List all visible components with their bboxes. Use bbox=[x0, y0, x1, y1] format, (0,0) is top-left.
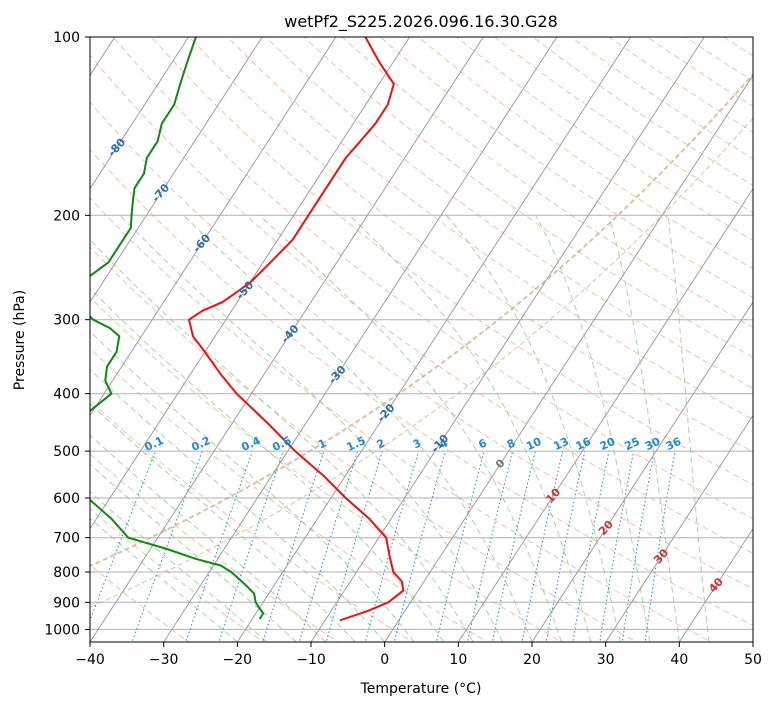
isotherm-line bbox=[236, 37, 632, 642]
isotherm-line bbox=[678, 527, 753, 642]
x-tick-label: 0 bbox=[380, 652, 389, 668]
mixing-ratio-line bbox=[521, 450, 564, 642]
mixing-ratio-line bbox=[262, 450, 325, 642]
moist-adiabat bbox=[535, 215, 651, 642]
isotherm-line bbox=[531, 301, 753, 642]
mixing-ratio-line bbox=[218, 450, 284, 642]
x-tick-label: −10 bbox=[296, 652, 326, 668]
mixing-ratio-label: 16 bbox=[574, 435, 594, 453]
dry-adiabat bbox=[188, 37, 753, 453]
y-axis: 100 200 300 400 500 600 700 800 900 1000 bbox=[44, 30, 90, 638]
y-tick-label: 400 bbox=[53, 387, 80, 403]
isotherm-line bbox=[457, 187, 753, 642]
x-tick-label: 20 bbox=[523, 652, 541, 668]
pressure-gridlines bbox=[90, 37, 753, 630]
dry-adiabat bbox=[90, 54, 753, 554]
mixing-ratio-label: 10 bbox=[524, 435, 544, 453]
y-tick-label: 300 bbox=[53, 313, 80, 329]
x-tick-label: 10 bbox=[449, 652, 467, 668]
temperature-profile bbox=[188, 37, 405, 622]
mixing-ratio-label: 36 bbox=[664, 435, 684, 453]
mixing-ratio-label: 30 bbox=[643, 435, 663, 453]
moist-adiabat bbox=[349, 214, 592, 642]
mixing-ratio-label: 20 bbox=[598, 435, 618, 453]
dry-adiabat bbox=[90, 399, 414, 642]
mixing-ratio-line bbox=[185, 450, 253, 642]
isotherm-line bbox=[90, 37, 190, 190]
isotherms bbox=[90, 37, 753, 642]
x-tick-label: −40 bbox=[75, 652, 105, 668]
y-tick-label: 500 bbox=[53, 444, 80, 460]
isotherm-line bbox=[90, 37, 411, 530]
mixing-ratio-line bbox=[393, 450, 446, 642]
moist-adiabat bbox=[90, 434, 327, 642]
chart-title: wetPf2_S225.2026.096.16.30.G28 bbox=[284, 12, 558, 32]
moist-adiabat bbox=[183, 214, 533, 642]
dewpoint-profile bbox=[90, 37, 265, 620]
moist-adiabats bbox=[90, 214, 710, 642]
dry-adiabat bbox=[112, 37, 753, 520]
x-tick-label: 30 bbox=[597, 652, 615, 668]
mixing-ratio-line bbox=[435, 450, 485, 642]
y-tick-label: 800 bbox=[53, 565, 80, 581]
moist-adiabat bbox=[90, 368, 386, 642]
mixing-ratio-line bbox=[90, 450, 157, 622]
mixing-ratio-line bbox=[325, 450, 383, 642]
x-axis: −40 −30 −20 −10 0 10 20 30 40 50 bbox=[75, 642, 762, 668]
isotherm-line bbox=[90, 37, 263, 303]
mixing-ratio-label: 13 bbox=[552, 435, 571, 453]
x-tick-label: −20 bbox=[223, 652, 253, 668]
y-tick-label: 600 bbox=[53, 491, 80, 507]
x-tick-label: 50 bbox=[744, 652, 762, 668]
moist-adiabat bbox=[259, 214, 562, 642]
isotherm-line bbox=[384, 74, 753, 642]
isotherm-line bbox=[163, 37, 558, 642]
mixing-ratio-line bbox=[364, 450, 420, 642]
dry-adiabat bbox=[379, 37, 753, 299]
moist-adiabat bbox=[90, 330, 415, 642]
dry-adiabat bbox=[341, 37, 753, 328]
x-axis-title: Temperature (°C) bbox=[360, 681, 482, 697]
mixing-ratio-line bbox=[298, 450, 359, 642]
isotherm-line bbox=[605, 414, 753, 642]
plot-area: 0.10.20.40.611.52346810131620253036-100-… bbox=[90, 37, 753, 642]
dry-adiabat bbox=[90, 197, 713, 642]
y-tick-label: 900 bbox=[53, 595, 80, 611]
dry-adiabat bbox=[90, 507, 265, 642]
mixing-ratio-label: 25 bbox=[623, 435, 642, 453]
moist-adiabat bbox=[90, 239, 474, 642]
mixing-ratio-line bbox=[572, 451, 610, 642]
mixing-ratio-lines bbox=[90, 450, 676, 642]
x-tick-label: −30 bbox=[149, 652, 179, 668]
moist-adiabat bbox=[667, 215, 710, 642]
moist-adiabat bbox=[608, 215, 680, 642]
y-tick-label: 200 bbox=[53, 208, 80, 224]
dry-adiabat bbox=[90, 347, 489, 642]
moist-adiabat bbox=[446, 214, 621, 642]
y-tick-label: 1000 bbox=[44, 622, 80, 638]
moist-adiabat bbox=[90, 463, 297, 642]
y-axis-title: Pressure (hPa) bbox=[12, 290, 28, 390]
moist-adiabat bbox=[90, 287, 445, 642]
moist-adiabat bbox=[119, 214, 503, 642]
moist-adiabat bbox=[90, 402, 356, 642]
dry-adiabat bbox=[265, 37, 753, 389]
isotherm-line bbox=[90, 37, 337, 417]
mixing-ratio-line bbox=[545, 450, 586, 642]
dry-adiabat bbox=[227, 37, 753, 421]
isotherm-line bbox=[310, 37, 705, 642]
y-tick-label: 700 bbox=[53, 531, 80, 547]
dry-adiabat bbox=[90, 246, 639, 642]
plot-frame bbox=[89, 36, 754, 643]
mixing-ratio-line bbox=[491, 450, 536, 642]
tan-reference-line bbox=[90, 117, 753, 608]
y-tick-label: 100 bbox=[53, 30, 80, 46]
mixing-ratio-line bbox=[131, 450, 203, 642]
dry-adiabat bbox=[303, 37, 753, 358]
isotherm-line bbox=[90, 37, 484, 642]
sounding-series bbox=[90, 37, 405, 622]
x-tick-label: 40 bbox=[670, 652, 688, 668]
